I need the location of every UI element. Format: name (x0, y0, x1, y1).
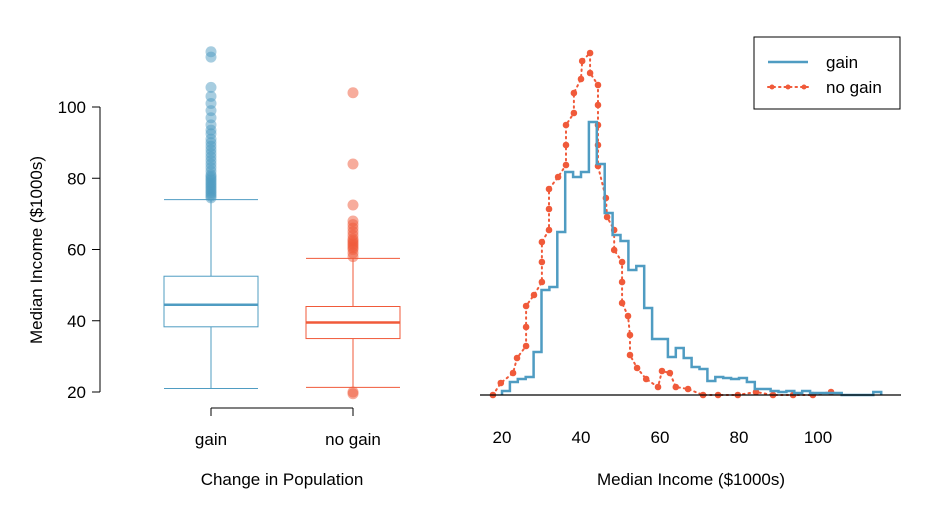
no-gain-point (624, 312, 632, 320)
no-gain-point (522, 323, 530, 331)
y-tick-label: 20 (67, 383, 86, 402)
no-gain-point (633, 364, 641, 372)
no-gain-point (618, 258, 626, 266)
x-tick-label: 100 (804, 428, 832, 447)
box-no-gain (305, 87, 401, 400)
y-tick-label: 80 (67, 169, 86, 188)
series-gain (500, 120, 883, 397)
outlier-point (347, 215, 359, 227)
no-gain-point (554, 173, 562, 181)
legend-no-gain-swatch (767, 84, 809, 90)
no-gain-point (513, 354, 521, 362)
x-tick-label: 60 (651, 428, 670, 447)
legend-gain-label: gain (826, 53, 858, 72)
no-gain-point (626, 331, 634, 339)
no-gain-point (586, 69, 594, 77)
no-gain-point (509, 369, 517, 377)
iqr-box (163, 275, 259, 328)
no-gain-point (545, 205, 553, 213)
y-tick-label: 60 (67, 241, 86, 260)
no-gain-point (666, 369, 674, 377)
legend-no-gain-point (785, 84, 791, 90)
x-tick-label-gain: gain (195, 430, 227, 449)
no-gain-point (654, 383, 662, 391)
gain-bin (581, 172, 589, 395)
no-gain-point (545, 185, 553, 193)
no-gain-point (562, 161, 570, 169)
no-gain-point (618, 299, 626, 307)
gain-bin (707, 381, 715, 395)
no-gain-point (626, 351, 634, 359)
no-gain-point (586, 49, 594, 57)
gain-bin (549, 287, 557, 395)
no-gain-point (594, 81, 602, 89)
gain-bin (605, 213, 613, 395)
gain-bin (652, 339, 660, 395)
gain-bin (731, 379, 739, 395)
legend: gain no gain (753, 36, 901, 110)
no-gain-point (545, 226, 553, 234)
gain-bin (668, 357, 676, 395)
no-gain-point (642, 375, 650, 383)
no-gain-point (570, 109, 578, 117)
x-axis-label: Change in Population (201, 470, 364, 489)
gain-bin (692, 367, 700, 395)
y-axis-label: Median Income ($1000s) (27, 156, 46, 344)
outlier-point (347, 386, 359, 398)
no-gain-point (538, 238, 546, 246)
no-gain-point (594, 101, 602, 109)
outlier-point (347, 199, 359, 211)
y-tick-label: 100 (58, 98, 86, 117)
outlier-point (205, 46, 217, 58)
gain-bin (723, 378, 731, 395)
x-tick-label: 80 (730, 428, 749, 447)
y-tick-label: 40 (67, 312, 86, 331)
outlier-point (205, 81, 217, 93)
outlier-point (347, 87, 359, 99)
gain-bin (613, 235, 621, 395)
no-gain-point (752, 388, 760, 396)
no-gain-point (522, 342, 530, 350)
legend-no-gain-label: no gain (826, 78, 882, 97)
legend-no-gain-point (769, 84, 775, 90)
no-gain-point (672, 383, 680, 391)
gain-bin (573, 177, 581, 395)
histogram-panel: 20 40 60 80 100 Median Income ($1000s) gain … (480, 36, 901, 489)
no-gain-point (618, 278, 626, 286)
gain-bin (628, 270, 636, 395)
no-gain-point (684, 385, 692, 393)
x-tick-label: 20 (493, 428, 512, 447)
outlier-point (347, 158, 359, 170)
no-gain-point (522, 302, 530, 310)
no-gain-point (497, 379, 505, 387)
no-gain-point (578, 57, 586, 65)
no-gain-point (570, 89, 578, 97)
outlier-point (205, 90, 217, 102)
x-tick-label: 40 (572, 428, 591, 447)
no-gain-point (538, 258, 546, 266)
no-gain-point (603, 213, 611, 221)
no-gain-point (538, 278, 546, 286)
no-gain-point (562, 121, 570, 129)
legend-box (753, 36, 901, 110)
x-axis-label: Median Income ($1000s) (597, 470, 785, 489)
no-gain-point (562, 141, 570, 149)
box-gain (163, 46, 259, 389)
no-gain-point (658, 367, 666, 375)
x-tick-label-no-gain: no gain (325, 430, 381, 449)
no-gain-point (610, 246, 618, 254)
gain-step-line (500, 120, 883, 397)
no-gain-point (530, 291, 538, 299)
no-gain-point (577, 75, 585, 83)
legend-no-gain-point (801, 84, 807, 90)
